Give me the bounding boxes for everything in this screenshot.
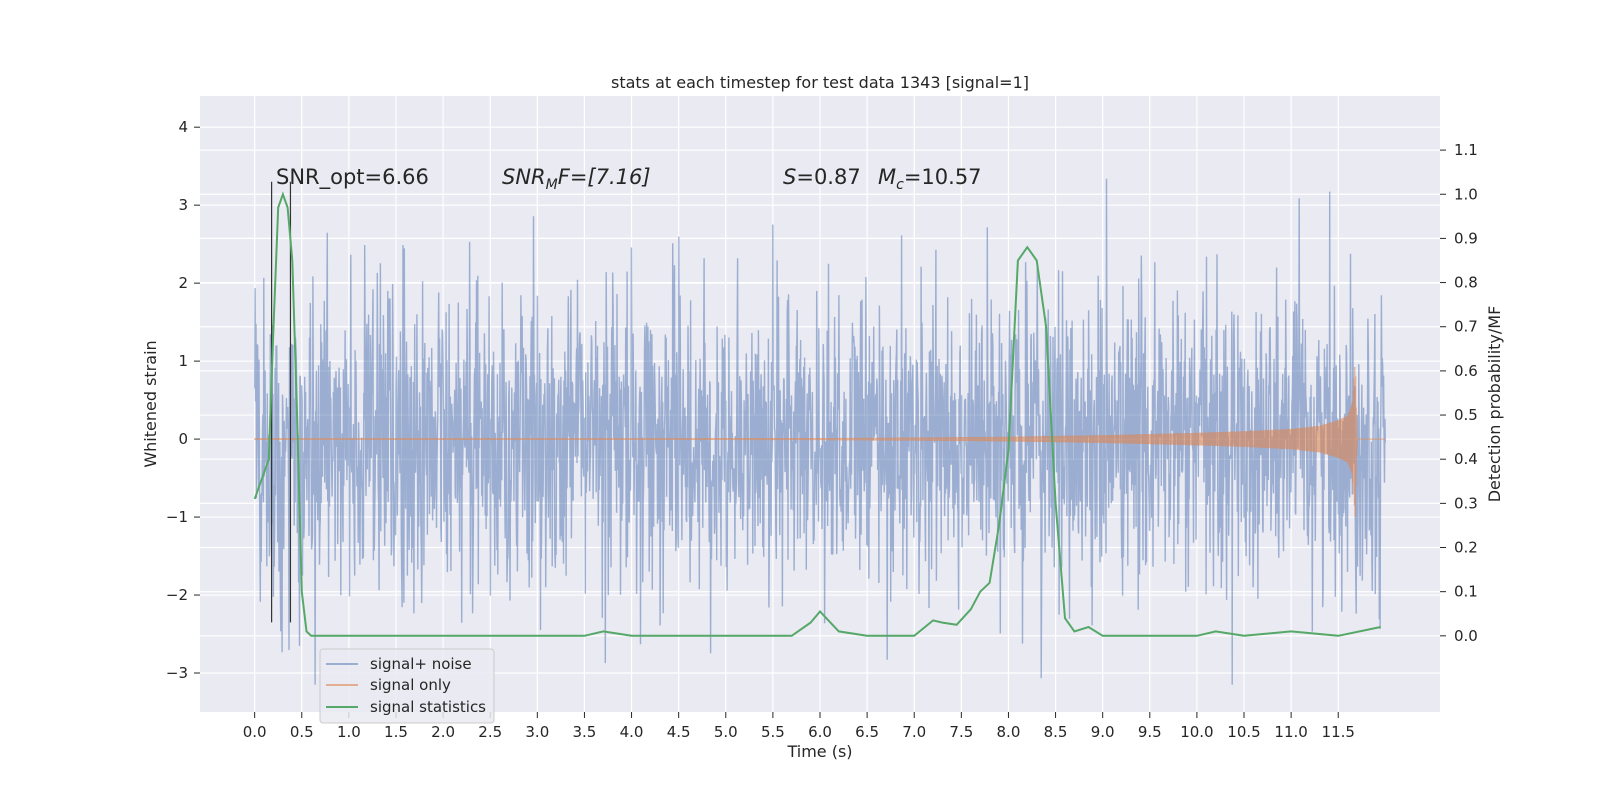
series-signal-statistics [253,191,1381,637]
y2-tick-label-2: 0.2 [1454,539,1478,557]
y2-tick-label-4: 0.4 [1454,450,1478,468]
chart-title: stats at each timestep for test data 134… [611,73,1029,92]
x-tick-label-16: 8.0 [997,723,1021,741]
signal-trace [254,366,1386,517]
stats-trace [253,191,1381,637]
legend-label-stats: signal statistics [370,698,486,716]
series-signal-only [254,366,1386,517]
y2-tick-label-5: 0.5 [1454,406,1478,424]
annotation-snr-mf: SNRMF=[7.16] [502,165,651,193]
y2-axis-label: Detection probability/MF [1485,306,1504,503]
x-tick-label-4: 2.0 [431,723,455,741]
y2-tick-label-11: 1.1 [1454,141,1478,159]
x-tick-label-5: 2.5 [478,723,502,741]
annotation-mc: Mc=10.57 [878,165,982,193]
annotation-s-value: =0.87 [796,165,860,189]
x-tick-label-23: 11.5 [1322,723,1355,741]
x-tick-label-19: 9.5 [1138,723,1162,741]
y2-tick-label-1: 0.1 [1454,583,1478,601]
x-tick-label-15: 7.5 [949,723,973,741]
legend-box [319,648,495,724]
y-tick-label-5: 2 [178,274,188,292]
annotation-mc-sub: c [896,177,904,193]
y-tick-label-2: −1 [166,508,188,526]
legend: signal+ noise signal only signal statist… [319,648,495,724]
x-tick-label-8: 4.0 [620,723,644,741]
y2-tick-label-9: 0.9 [1454,229,1478,247]
x-tick-label-21: 10.5 [1227,723,1260,741]
x-tick-label-10: 5.0 [714,723,738,741]
x-tick-label-22: 11.0 [1274,723,1307,741]
y2-tick-label-0: 0.0 [1454,627,1478,645]
x-tick-label-13: 6.5 [855,723,879,741]
x-tick-label-7: 3.5 [573,723,597,741]
y-tick-label-4: 1 [178,352,188,370]
y2-tick-label-8: 0.8 [1454,274,1478,292]
annotation-snr-mf-base: SNR [502,165,546,189]
y-tick-label-6: 3 [178,196,188,214]
y2-tick-label-6: 0.6 [1454,362,1478,380]
y-tick-label-3: 0 [178,430,188,448]
annotation-mc-value: =10.57 [904,165,982,189]
x-tick-label-3: 1.5 [384,723,408,741]
y2-tick-label-10: 1.0 [1454,185,1478,203]
y-tick-label-1: −2 [166,586,188,604]
y-axis-label: Whitened strain [141,340,160,467]
annotation-snr-mf-sub: M [546,177,558,193]
x-tick-label-12: 6.0 [808,723,832,741]
y-tick-label-7: 4 [178,118,188,136]
annotation-snr-mf-value: F=[7.16] [558,165,651,189]
annotation-s: S=0.87 [783,165,861,189]
x-tick-label-2: 1.0 [337,723,361,741]
x-tick-label-17: 8.5 [1044,723,1068,741]
annotation-snr-opt: SNR_opt=6.66 [276,165,429,190]
y2-tick-label-7: 0.7 [1454,318,1478,336]
x-tick-label-6: 3.0 [525,723,549,741]
annotation-mc-symbol: M [878,165,896,189]
x-tick-label-20: 10.0 [1180,723,1213,741]
x-tick-label-1: 0.5 [290,723,314,741]
x-tick-label-11: 5.5 [761,723,785,741]
y-tick-label-0: −3 [166,664,188,682]
axes: 0.0 0.5 1.0 1.5 2.0 2.5 3.0 3.5 4.0 4.5 5.0 5.5 6.0 6… [166,118,1478,741]
x-tick-label-18: 9.0 [1091,723,1115,741]
annotation-s-symbol: S [783,165,796,189]
x-tick-label-14: 7.0 [902,723,926,741]
y2-tick-label-3: 0.3 [1454,494,1478,512]
x-axis-label: Time (s) [786,742,852,761]
legend-label-noise: signal+ noise [370,655,472,673]
x-tick-label-9: 4.5 [667,723,691,741]
x-tick-label-0: 0.0 [243,723,267,741]
legend-label-signal: signal only [370,676,451,694]
